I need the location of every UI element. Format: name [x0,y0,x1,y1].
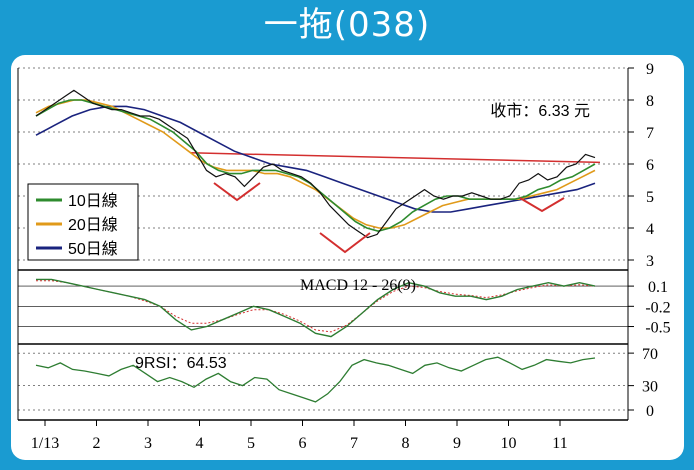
close-label: 收市：6.33 元 [490,102,590,120]
price-tick-label: 3 [646,253,654,270]
x-tick-label: 2 [93,435,101,452]
rsi-tick-label: 70 [642,346,658,363]
x-tick-label: 8 [402,435,410,452]
neckline-marker-bottom [319,232,371,254]
rsi-tick-label: 0 [646,403,654,420]
resistance-line [189,152,601,164]
macd-line [36,278,596,338]
legend-label: 50日線 [68,240,118,258]
price-tick-label: 4 [646,221,654,238]
price-tick-label: 9 [646,61,654,78]
x-tick-label: 4 [196,435,204,452]
legend-label: 10日線 [68,192,118,210]
price-tick-label: 6 [646,157,654,174]
price-tick-label: 7 [646,125,654,142]
macd-tick-label: -0.5 [645,320,670,337]
page-title: 一拖(038) [263,5,431,45]
price-line [35,89,596,239]
x-tick-label: 5 [247,435,255,452]
price-tick-label: 5 [646,189,654,206]
rsi-tick-label: 30 [642,379,658,396]
macd-tick-label: -0.2 [645,299,670,316]
x-tick-label: 7 [350,435,358,452]
x-tick-label: 9 [453,435,461,452]
macd-tick-label: 0.1 [648,279,668,296]
rsi-line [35,356,596,403]
ma50-line [35,105,596,213]
rsi-label: 9RSI：64.53 [135,355,227,372]
x-tick-label: 1/13 [31,435,59,452]
x-tick-label: 10 [501,435,517,452]
macd-signal-line [36,280,596,333]
x-tick-label: 6 [299,435,307,452]
legend-label: 20日線 [68,216,118,234]
x-tick-label: 11 [552,435,567,452]
macd-label: MACD 12 - 26(9) [300,277,416,294]
price-tick-label: 8 [646,93,654,110]
neckline-marker-right [519,197,565,213]
neckline-marker-left [213,182,261,202]
x-tick-label: 3 [144,435,152,452]
